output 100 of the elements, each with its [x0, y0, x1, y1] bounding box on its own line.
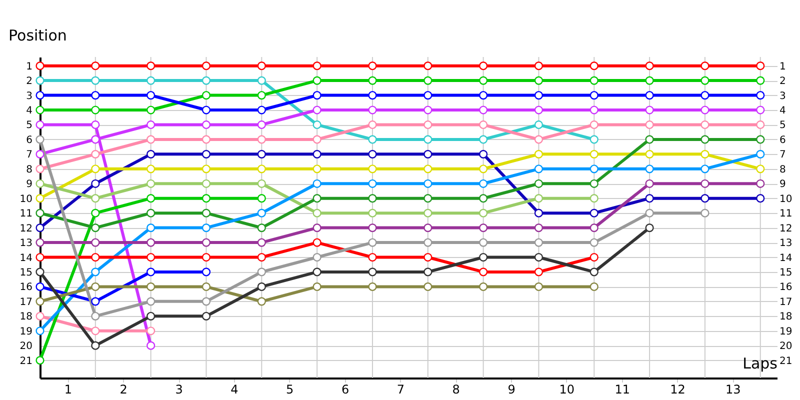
point — [257, 194, 266, 203]
y-tick-label: 4 — [26, 106, 32, 117]
point — [590, 150, 598, 158]
point — [312, 224, 322, 232]
point — [424, 135, 432, 144]
point — [479, 164, 488, 174]
point — [590, 282, 598, 292]
point — [36, 224, 44, 232]
point — [36, 150, 44, 158]
y2-tick-label: 21 — [780, 356, 792, 367]
point — [534, 164, 544, 174]
x-tick-label: 13 — [726, 382, 741, 396]
point — [590, 179, 598, 188]
point — [91, 62, 100, 70]
point — [424, 120, 432, 130]
point — [479, 208, 488, 218]
point — [146, 164, 156, 174]
point — [368, 164, 377, 174]
y2-tick-label: 17 — [780, 296, 792, 308]
point — [91, 297, 100, 306]
y-tick-label: 5 — [26, 120, 32, 132]
point — [91, 164, 100, 174]
point — [700, 164, 710, 174]
y2-tick-label: 19 — [780, 326, 792, 338]
point — [202, 194, 211, 203]
x-tick-label: 3 — [175, 382, 183, 396]
y-tick-label: 1 — [26, 61, 32, 72]
point — [257, 179, 266, 188]
x-tick-label: 11 — [614, 382, 630, 396]
point — [479, 62, 488, 70]
point — [534, 90, 544, 100]
y-tick-label: 9 — [26, 179, 32, 190]
y2-tick-label: 8 — [780, 164, 786, 176]
point — [700, 208, 710, 218]
point — [146, 282, 156, 292]
point — [645, 224, 654, 232]
y-tick-label: 10 — [20, 194, 32, 205]
point — [700, 76, 710, 85]
point — [36, 194, 44, 203]
point — [202, 90, 211, 100]
point — [756, 90, 765, 100]
x-tick-label: 9 — [508, 382, 516, 396]
point — [312, 90, 322, 100]
point — [36, 179, 44, 188]
point — [534, 150, 544, 158]
point — [534, 282, 544, 292]
point — [36, 208, 44, 218]
point — [202, 106, 211, 114]
point — [368, 208, 377, 218]
point — [590, 252, 598, 262]
point — [312, 268, 322, 276]
point — [146, 106, 156, 114]
point — [534, 194, 544, 203]
point — [146, 224, 156, 232]
point — [479, 135, 488, 144]
point — [534, 135, 544, 144]
point — [91, 268, 100, 276]
point — [424, 150, 432, 158]
point — [91, 179, 100, 188]
point — [700, 150, 710, 158]
point — [257, 90, 266, 100]
point — [36, 326, 44, 336]
point — [645, 76, 654, 85]
point — [424, 252, 432, 262]
point — [36, 135, 44, 144]
y-axis-title: Position — [8, 26, 67, 44]
point — [36, 356, 44, 365]
point — [36, 252, 44, 262]
point — [368, 62, 377, 70]
point — [534, 224, 544, 232]
point — [590, 120, 598, 130]
point — [36, 297, 44, 306]
point — [700, 179, 710, 188]
point — [424, 76, 432, 85]
y-tick-label: 13 — [20, 238, 32, 250]
point — [91, 282, 100, 292]
point — [202, 208, 211, 218]
point — [368, 194, 377, 203]
y2-tick-label: 9 — [780, 179, 786, 190]
point — [202, 135, 211, 144]
y2-tick-label: 7 — [780, 150, 786, 161]
point — [534, 238, 544, 247]
y-tick-label: 3 — [26, 90, 32, 102]
point — [36, 282, 44, 292]
y2-tick-label: 4 — [780, 106, 786, 117]
point — [91, 120, 100, 130]
point — [202, 268, 211, 276]
point — [756, 150, 765, 158]
point — [590, 268, 598, 276]
point — [479, 194, 488, 203]
point — [368, 76, 377, 85]
y2-tick-label: 20 — [780, 341, 792, 352]
y2-tick-label: 3 — [780, 90, 786, 102]
point — [756, 135, 765, 144]
point — [424, 208, 432, 218]
point — [257, 224, 266, 232]
x-tick-label: 1 — [64, 382, 72, 396]
point — [368, 238, 377, 247]
point — [424, 179, 432, 188]
point — [202, 179, 211, 188]
